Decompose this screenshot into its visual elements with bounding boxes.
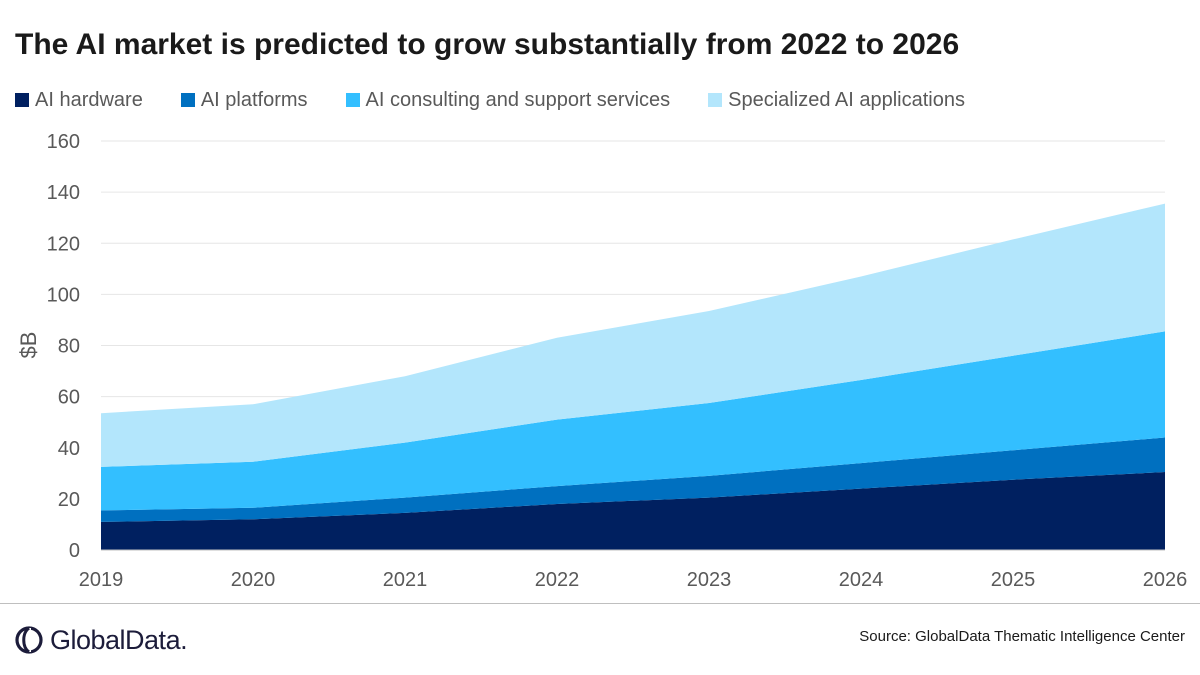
y-tick-label: 80	[58, 336, 80, 358]
legend-item-ai-platforms: AI platforms	[180, 88, 308, 112]
globaldata-logo-text: GlobalData.	[50, 624, 188, 655]
legend-swatch-ai-consulting	[345, 93, 360, 107]
x-tick-label: 2023	[687, 569, 732, 591]
globaldata-logo-icon	[15, 626, 43, 654]
legend-swatch-specialized-ai	[708, 93, 723, 107]
area-ai-consulting-and-support-services	[101, 331, 1165, 511]
chart-title: The AI market is predicted to grow subst…	[15, 28, 960, 61]
y-tick-label: 140	[47, 182, 80, 204]
legend-label-ai-hardware: AI hardware	[35, 88, 143, 111]
legend-swatch-ai-platforms	[180, 93, 195, 107]
stacked-area-chart: 0 20 40 60 80 100 120 140 160 2019 2020 2021 2022 202…	[16, 131, 1187, 591]
y-axis-label: $B	[16, 332, 41, 359]
source-note: Source: GlobalData Thematic Intelligence…	[859, 628, 1185, 645]
y-tick-label: 40	[58, 438, 80, 460]
legend-item-specialized-ai: Specialized AI applications	[708, 89, 965, 112]
y-tick-label: 120	[47, 233, 80, 255]
y-tick-label: 160	[47, 131, 80, 153]
legend-label-ai-platforms: AI platforms	[200, 88, 308, 111]
footer-divider	[0, 603, 1200, 604]
area-specialized-ai-applications	[101, 203, 1165, 467]
chart-legend: AI hardware AI platforms AI consulting a…	[15, 86, 1003, 114]
legend-label-ai-consulting: AI consulting and support services	[365, 88, 671, 111]
area-ai-platforms	[101, 437, 1165, 522]
y-tick-label: 100	[47, 284, 80, 306]
area-ai-hardware	[101, 472, 1165, 550]
legend-swatch-ai-hardware	[15, 93, 29, 107]
legend-item-ai-hardware: AI hardware	[15, 89, 143, 112]
x-tick-label: 2021	[383, 569, 428, 591]
area-series	[101, 203, 1165, 550]
x-tick-label: 2022	[535, 569, 580, 591]
x-tick-label: 2019	[79, 569, 124, 591]
axes: 0 20 40 60 80 100 120 140 160 2019 2020 2021 2022 202…	[16, 131, 1187, 591]
globaldata-logo: GlobalData.	[14, 620, 188, 660]
x-tick-label: 2020	[231, 569, 276, 591]
y-tick-label: 60	[58, 387, 80, 409]
y-tick-label: 20	[58, 489, 80, 511]
x-tick-label: 2024	[839, 569, 884, 591]
x-tick-label: 2026	[1143, 569, 1188, 591]
legend-label-specialized-ai: Specialized AI applications	[728, 88, 965, 111]
y-tick-label: 0	[69, 540, 80, 562]
legend-item-ai-consulting: AI consulting and support services	[345, 88, 671, 112]
x-tick-label: 2025	[991, 569, 1036, 591]
